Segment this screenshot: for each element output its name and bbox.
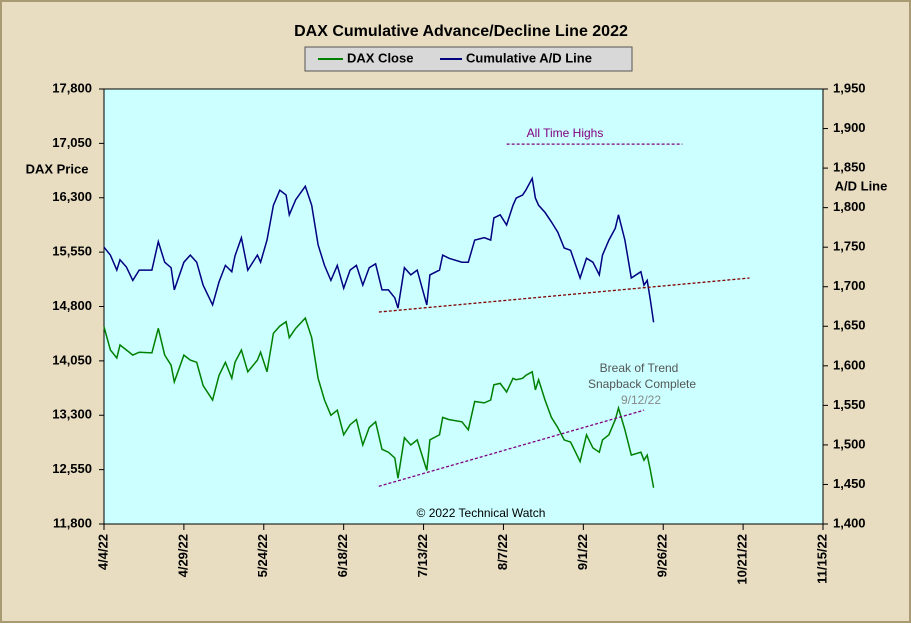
y-tick-label: 13,300 — [52, 407, 92, 422]
y2-tick-label: 1,400 — [833, 515, 866, 530]
legend-label: Cumulative A/D Line — [466, 50, 592, 65]
y2-tick-label: 1,850 — [833, 160, 866, 175]
legend — [304, 46, 633, 72]
y-axis-label: DAX Price — [26, 161, 89, 176]
y2-tick-label: 1,550 — [833, 397, 866, 412]
y2-tick-label: 1,700 — [833, 278, 866, 293]
plot-area — [103, 88, 824, 525]
x-tick-label: 9/1/22 — [575, 534, 590, 570]
y-tick-label: 14,050 — [52, 352, 92, 367]
y2-tick-label: 1,800 — [833, 199, 866, 214]
chart-title: DAX Cumulative Advance/Decline Line 2022 — [294, 23, 628, 40]
x-tick-label: 6/18/22 — [335, 534, 350, 577]
y2-tick-label: 1,600 — [833, 357, 866, 372]
credit: © 2022 Technical Watch — [417, 506, 546, 520]
x-tick-label: 10/21/22 — [735, 534, 750, 585]
y-tick-label: 11,800 — [53, 515, 92, 530]
legend-label: DAX Close — [347, 50, 413, 65]
annotation: All Time Highs — [527, 126, 604, 140]
y-tick-label: 12,550 — [52, 461, 92, 476]
x-tick-label: 11/15/22 — [814, 534, 829, 584]
y-tick-label: 17,800 — [52, 80, 92, 95]
y2-tick-label: 1,500 — [833, 436, 866, 451]
x-tick-label: 7/13/22 — [415, 534, 430, 577]
y-tick-label: 17,050 — [52, 135, 92, 150]
annotation: 9/12/22 — [621, 393, 661, 407]
x-tick-label: 4/4/22 — [95, 534, 110, 570]
y2-axis-label: A/D Line — [835, 178, 888, 193]
x-tick-label: 5/24/22 — [255, 534, 270, 577]
annotation: Snapback Complete — [588, 377, 696, 391]
series-line — [103, 316, 655, 488]
y-tick-label: 15,550 — [52, 244, 92, 259]
x-tick-label: 9/26/22 — [655, 534, 670, 577]
x-tick-label: 4/29/22 — [175, 534, 190, 577]
y2-tick-label: 1,900 — [833, 120, 866, 135]
trend-line — [378, 277, 750, 313]
x-tick-label: 8/7/22 — [495, 534, 510, 570]
y2-tick-label: 1,750 — [833, 239, 866, 254]
series-line — [103, 176, 655, 323]
y-tick-label: 14,800 — [52, 298, 92, 313]
y-tick-label: 16,300 — [52, 189, 92, 204]
y2-tick-label: 1,950 — [833, 80, 866, 95]
annotation: Break of Trend — [600, 361, 679, 375]
y2-tick-label: 1,450 — [833, 476, 866, 491]
y2-tick-label: 1,650 — [833, 318, 866, 333]
trend-line — [378, 409, 645, 487]
